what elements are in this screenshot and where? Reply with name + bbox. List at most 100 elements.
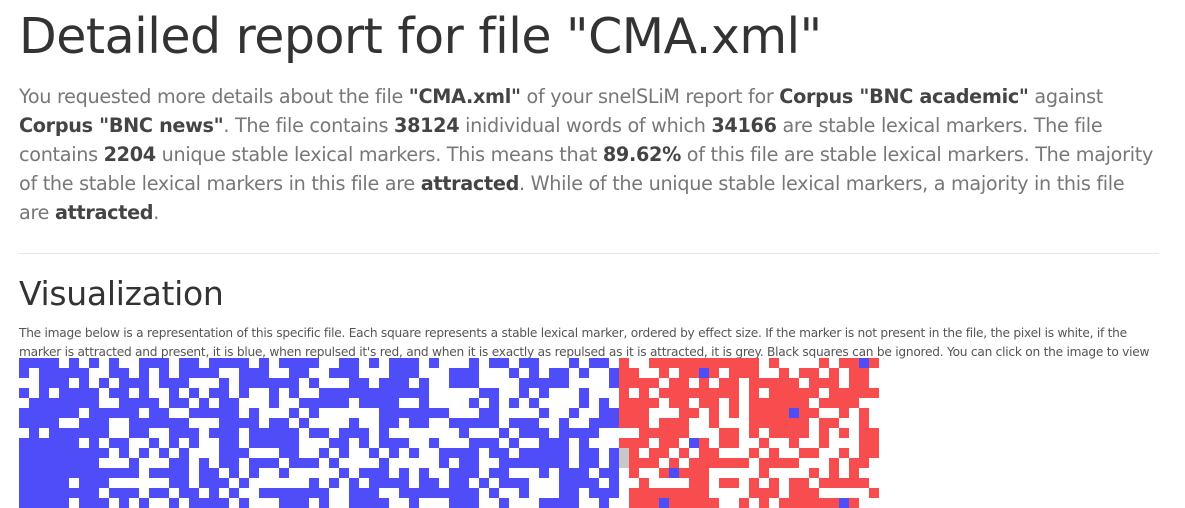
marker-square — [529, 458, 539, 468]
marker-square — [519, 478, 529, 488]
marker-square — [809, 468, 819, 478]
marker-square — [119, 488, 129, 498]
marker-square — [39, 388, 49, 398]
marker-square — [119, 378, 129, 388]
marker-square — [569, 478, 579, 488]
marker-square — [219, 448, 229, 458]
marker-square — [689, 488, 699, 498]
marker-square — [349, 368, 359, 378]
marker-square — [79, 478, 89, 488]
marker-square — [459, 498, 469, 508]
marker-square — [639, 418, 649, 428]
marker-square — [859, 388, 869, 398]
marker-square — [549, 368, 559, 378]
marker-square — [69, 408, 79, 418]
marker-square — [599, 398, 609, 408]
marker-square — [389, 388, 399, 398]
marker-square — [609, 478, 619, 488]
marker-square — [49, 488, 59, 498]
marker-square — [529, 398, 539, 408]
marker-square — [649, 378, 659, 388]
marker-square — [569, 498, 579, 508]
marker-square — [679, 408, 689, 418]
marker-count: 34166 — [711, 114, 777, 137]
marker-square — [219, 478, 229, 488]
marker-square — [179, 468, 189, 478]
marker-square — [319, 488, 329, 498]
marker-square — [309, 408, 319, 418]
marker-square — [269, 378, 279, 388]
marker-grid[interactable] — [19, 358, 880, 508]
marker-square — [79, 488, 89, 498]
marker-square — [59, 408, 69, 418]
marker-square — [339, 428, 349, 438]
marker-square — [629, 378, 639, 388]
marker-square — [649, 358, 659, 368]
marker-square — [549, 498, 559, 508]
marker-square — [239, 418, 249, 428]
marker-square — [579, 478, 589, 488]
marker-square — [19, 468, 29, 478]
marker-square — [759, 438, 769, 448]
marker-square — [99, 428, 109, 438]
marker-square — [659, 418, 669, 428]
marker-square — [559, 438, 569, 448]
marker-square — [749, 478, 759, 488]
marker-square — [589, 488, 599, 498]
marker-square — [639, 408, 649, 418]
marker-square — [609, 408, 619, 418]
marker-square — [179, 418, 189, 428]
marker-square — [289, 358, 299, 368]
marker-square — [39, 498, 49, 508]
marker-square — [279, 428, 289, 438]
marker-square — [679, 488, 689, 498]
marker-square — [119, 498, 129, 508]
marker-square — [489, 398, 499, 408]
marker-square — [619, 408, 629, 418]
marker-square — [849, 468, 859, 478]
marker-square — [89, 458, 99, 468]
marker-square — [609, 448, 619, 458]
marker-square — [109, 488, 119, 498]
marker-square — [59, 428, 69, 438]
marker-square — [69, 468, 79, 478]
marker-square — [609, 488, 619, 498]
marker-square — [499, 498, 509, 508]
marker-square — [459, 418, 469, 428]
marker-square — [489, 388, 499, 398]
marker-square — [449, 368, 459, 378]
corpus-a-name: Corpus "BNC academic" — [779, 85, 1029, 108]
marker-visualization-image[interactable] — [19, 358, 880, 508]
marker-square — [209, 388, 219, 398]
marker-square — [829, 418, 839, 428]
marker-square — [379, 498, 389, 508]
marker-square — [539, 408, 549, 418]
marker-square — [329, 398, 339, 408]
marker-square — [229, 358, 239, 368]
marker-square — [709, 368, 719, 378]
marker-square — [219, 378, 229, 388]
marker-square — [729, 478, 739, 488]
marker-square — [719, 478, 729, 488]
marker-square — [839, 478, 849, 488]
marker-square — [679, 398, 689, 408]
marker-square — [839, 388, 849, 398]
marker-square — [869, 358, 879, 368]
marker-square — [89, 418, 99, 428]
marker-square — [489, 418, 499, 428]
marker-square — [749, 368, 759, 378]
marker-square — [209, 478, 219, 488]
marker-square — [409, 358, 419, 368]
marker-square — [109, 468, 119, 478]
marker-square — [419, 478, 429, 488]
marker-square — [549, 378, 559, 388]
marker-square — [689, 458, 699, 468]
marker-square — [589, 428, 599, 438]
marker-square — [389, 418, 399, 428]
marker-square — [859, 448, 869, 458]
marker-square — [359, 498, 369, 508]
marker-square — [69, 488, 79, 498]
marker-square — [59, 368, 69, 378]
marker-square — [259, 368, 269, 378]
marker-square — [529, 418, 539, 428]
